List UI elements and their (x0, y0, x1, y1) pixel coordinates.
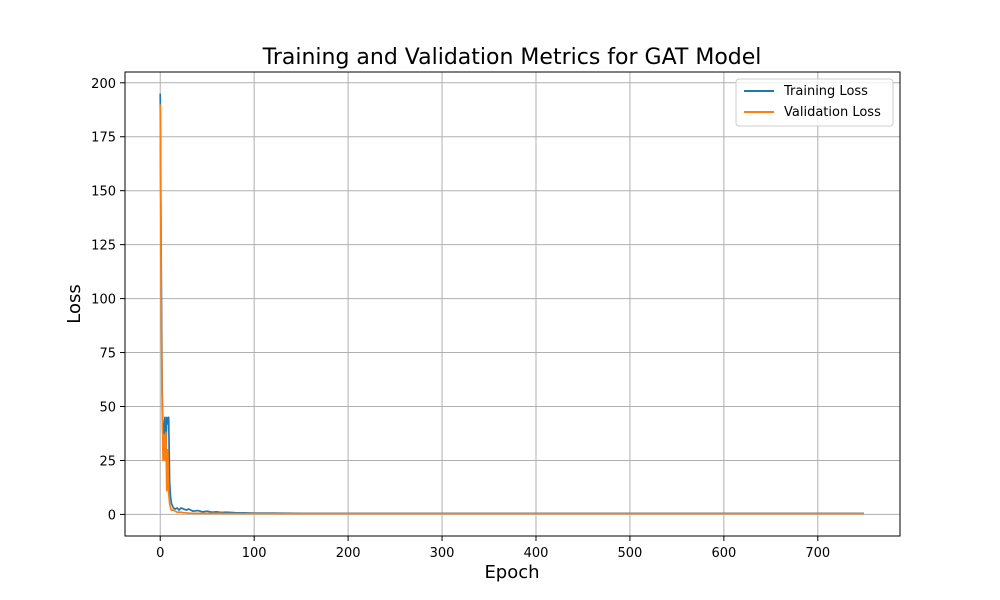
series-line-validation-loss (159, 104, 864, 515)
grid-lines (125, 72, 900, 536)
x-axis-title: Epoch (484, 562, 539, 583)
x-tick-label: 100 (242, 546, 267, 561)
x-tick-label: 600 (711, 546, 736, 561)
x-tick-label: 200 (336, 546, 361, 561)
legend-label-validation-loss: Validation Loss (784, 105, 881, 120)
y-tick-label: 25 (99, 454, 116, 469)
x-tick-label: 700 (805, 546, 830, 561)
chart-title: Training and Validation Metrics for GAT … (262, 45, 762, 70)
y-tick-label: 150 (91, 185, 116, 200)
y-tick-label: 0 (108, 508, 116, 523)
y-tick-label: 75 (99, 347, 116, 362)
y-axis-title: Loss (64, 284, 85, 323)
y-axis-ticks: 0 25 50 75 100 125 150 175 200 (91, 77, 125, 523)
legend-box (735, 78, 894, 127)
x-tick-label: 400 (524, 546, 549, 561)
y-tick-label: 200 (91, 77, 116, 92)
plot-lines (159, 93, 864, 515)
x-axis-ticks: 0 100 200 300 400 500 600 700 (156, 536, 830, 561)
axes-frame (124, 71, 901, 537)
x-tick-label: 500 (618, 546, 643, 561)
legend: Training Loss Validation Loss (735, 78, 894, 127)
legend-label-training-loss: Training Loss (783, 84, 868, 99)
y-tick-label: 175 (91, 131, 116, 146)
y-tick-label: 100 (91, 293, 116, 308)
y-tick-label: 125 (91, 239, 116, 254)
x-tick-label: 300 (430, 546, 455, 561)
x-tick-label: 0 (156, 546, 164, 561)
y-tick-label: 50 (99, 401, 116, 416)
